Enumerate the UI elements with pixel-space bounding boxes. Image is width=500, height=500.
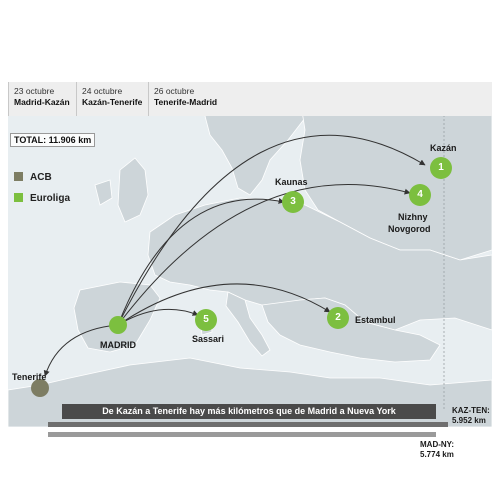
marker-number: 1 [438, 162, 444, 173]
city-label-novgorod: Novgorod [388, 224, 431, 234]
city-label-kazan: Kazán [430, 143, 457, 153]
bar-kaz-ten [48, 422, 448, 427]
marker-estambul [327, 307, 349, 329]
legend-label: Euroliga [30, 193, 71, 204]
timeline-item-2: 24 octubre Kazán-Tenerife [76, 82, 148, 116]
city-label-sassari: Sassari [192, 334, 225, 344]
marker-kaunas [282, 191, 304, 213]
legend-swatch [14, 172, 23, 181]
timeline-route: Tenerife-Madrid [154, 97, 218, 107]
city-label-madrid: MADRID [100, 340, 136, 350]
marker-nizhny [409, 184, 431, 206]
timeline-date: 24 octubre [82, 86, 123, 96]
route-madrid-sassari [117, 308, 199, 326]
marker-number: 2 [335, 312, 341, 323]
city-label-kaunas: Kaunas [275, 177, 308, 187]
timeline-item-1: 23 octubre Madrid-Kazán [8, 82, 76, 116]
bar-mad-ny [48, 432, 436, 437]
timeline-date: 26 octubre [154, 86, 195, 96]
headline-banner: De Kazán a Tenerife hay más kilómetros q… [62, 404, 436, 419]
timeline-date: 23 octubre [14, 86, 55, 96]
distance-value: 5.952 km [452, 416, 486, 425]
legend-item-acb: ACB [14, 172, 52, 183]
marker-kazan [430, 157, 452, 179]
route-madrid-nizhny [117, 184, 411, 326]
marker-sassari [195, 309, 217, 331]
legend-swatch [14, 193, 23, 202]
route-madrid-tenerife [43, 324, 119, 377]
madrid-marker [109, 316, 127, 334]
distance-label-kaz-ten: KAZ-TEN: 5.952 km [452, 406, 490, 426]
distance-label: MAD-NY: [420, 440, 455, 449]
timeline-route: Madrid-Kazán [14, 97, 70, 107]
timeline-strip [8, 82, 492, 116]
route-madrid-estambul [117, 283, 331, 326]
marker-number: 3 [290, 196, 296, 207]
total-distance: TOTAL: 11.906 km [10, 133, 96, 147]
distance-label-mad-ny: MAD-NY: 5.774 km [420, 440, 454, 460]
route-madrid-kazan [117, 134, 426, 326]
legend-label: ACB [30, 172, 52, 183]
distance-value: 5.774 km [420, 450, 454, 459]
city-label-nizhny: Nizhny [398, 212, 428, 222]
timeline-item-3: 26 octubre Tenerife-Madrid [148, 82, 224, 116]
city-label-tenerife: Tenerife [12, 372, 47, 382]
distance-label: KAZ-TEN: [452, 406, 490, 415]
marker-tenerife [31, 379, 49, 397]
route-lines [43, 134, 426, 377]
route-madrid-kaunas [117, 197, 285, 326]
timeline-route: Kazán-Tenerife [82, 97, 143, 107]
legend-item-euroliga: Euroliga [14, 193, 70, 204]
marker-number: 4 [417, 189, 423, 200]
marker-number: 5 [203, 314, 209, 325]
city-label-estambul: Estambul [355, 315, 396, 325]
